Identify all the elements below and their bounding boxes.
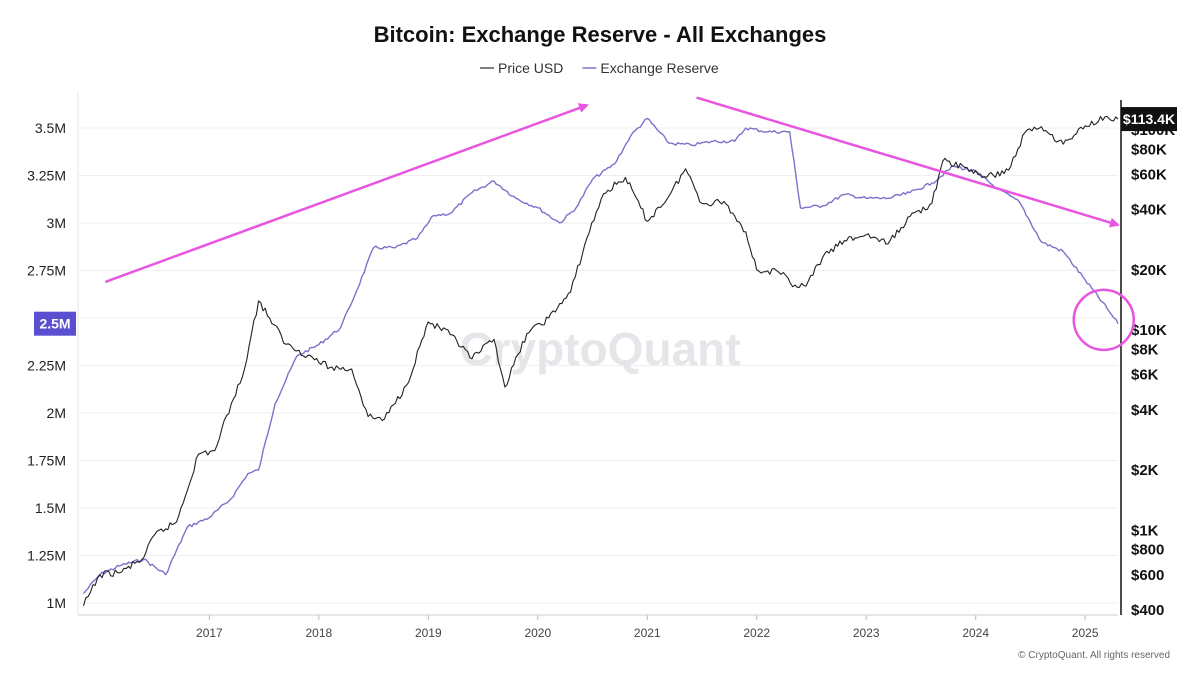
legend: Price USD Exchange Reserve [480, 60, 719, 76]
x-tick-label: 2025 [1072, 626, 1099, 640]
x-tick-label: 2018 [305, 626, 332, 640]
left-tick-label: 1.25M [27, 548, 66, 564]
series-layer [82, 115, 1119, 606]
right-tick-label: $800 [1131, 542, 1164, 559]
left-tick-label: 1.75M [27, 453, 66, 469]
right-tick-label: $10K [1131, 322, 1167, 339]
series-line-price-usd [82, 115, 1119, 606]
trend-arrow-1 [696, 96, 1120, 228]
right-tick-label: $6K [1131, 367, 1159, 384]
x-tick-label: 2023 [853, 626, 880, 640]
legend-label-0: Price USD [498, 60, 563, 76]
x-tick-label: 2022 [743, 626, 770, 640]
right-tick-label: $20K [1131, 262, 1167, 279]
reserve-value-badge [34, 311, 76, 336]
left-tick-label: 1M [47, 595, 66, 611]
x-tick-label: 2024 [962, 626, 989, 640]
grid [78, 127, 1118, 604]
right-tick-label: $1K [1131, 522, 1159, 539]
right-tick-label: $2K [1131, 462, 1159, 479]
x-tick-label: 2017 [196, 626, 223, 640]
left-tick-label: 2.75M [27, 263, 66, 279]
left-tick-label: 3M [47, 215, 66, 231]
price-value-label: $113.4K [1123, 111, 1175, 127]
right-tick-label: $400 [1131, 602, 1164, 619]
right-tick-label: $4K [1131, 402, 1159, 419]
trend-arrow-0 [104, 103, 589, 284]
chart-title: Bitcoin: Exchange Reserve - All Exchange… [374, 22, 827, 47]
left-tick-label: 2M [47, 405, 66, 421]
right-tick-label: $8K [1131, 342, 1159, 359]
price-value-badge [1121, 107, 1177, 132]
x-tick-label: 2020 [524, 626, 551, 640]
reserve-value-label: 2.5M [39, 316, 70, 332]
right-tick-label: $80K [1131, 141, 1167, 158]
left-tick-label: 3.25M [27, 168, 66, 184]
annotations [104, 96, 1136, 352]
legend-label-1: Exchange Reserve [600, 60, 719, 76]
right-tick-label: $600 [1131, 567, 1164, 584]
right-tick-label: $40K [1131, 202, 1167, 219]
x-tick-label: 2021 [634, 626, 661, 640]
copyright: © CryptoQuant. All rights reserved [1018, 650, 1170, 661]
highlight-circle [1072, 288, 1136, 352]
right-tick-label: $60K [1131, 166, 1167, 183]
left-tick-label: 1.5M [35, 500, 66, 516]
left-tick-label: 2.25M [27, 358, 66, 374]
watermark: CryptoQuant [459, 323, 740, 375]
current-value-badges: 2.5M $113.4K [34, 107, 1177, 336]
left-tick-label: 3.5M [35, 120, 66, 136]
x-tick-label: 2019 [415, 626, 442, 640]
series-line-exchange-reserve [82, 117, 1119, 594]
